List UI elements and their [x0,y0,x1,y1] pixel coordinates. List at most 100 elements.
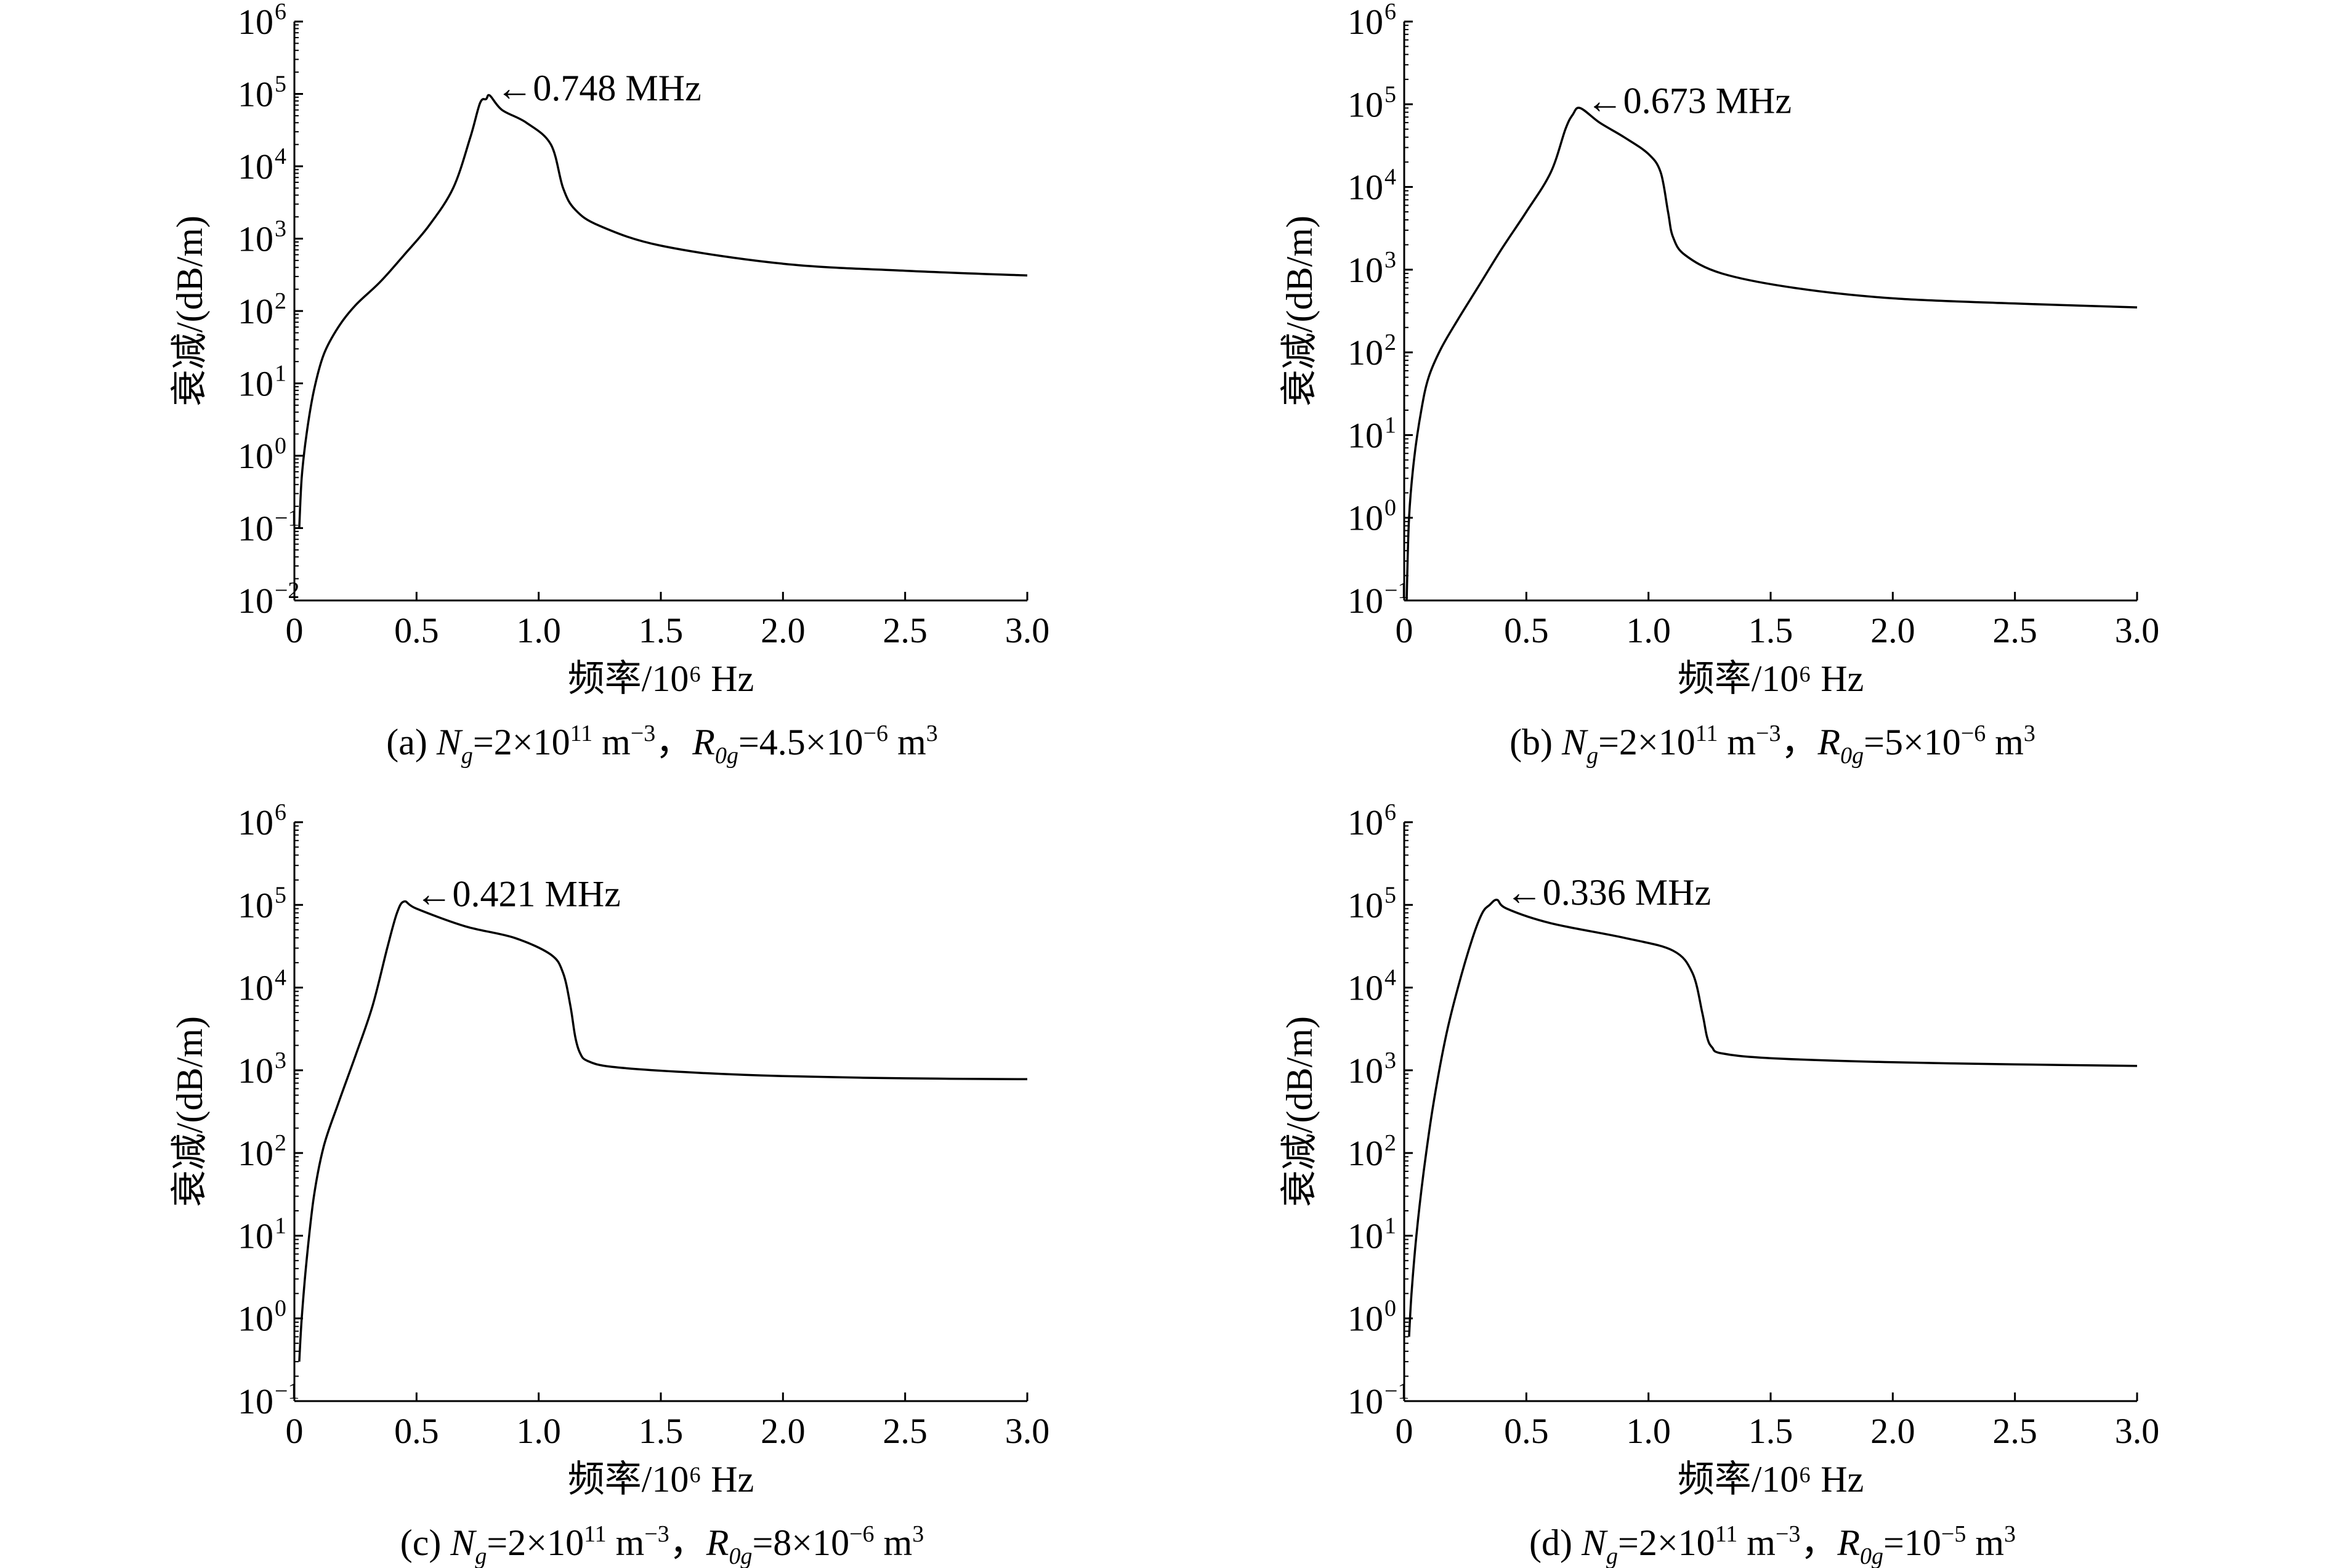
caption-part-exp2: −3 [1756,721,1780,746]
y-axis-label: 衰减/(dB/m) [169,216,210,406]
caption-part-eq2: =4.5×10 [738,722,863,762]
y-tick-exponent: −1 [1384,1378,1409,1404]
caption-part-exp2: −3 [631,721,655,746]
caption-part-u1: m [1737,1522,1776,1563]
x-tick-label: 0 [1396,610,1413,650]
x-tick-label: 0 [286,610,304,650]
x-tick-label: 1.0 [516,1411,561,1451]
y-tick-exponent: 4 [1384,965,1396,991]
x-tick-label: 2.5 [883,1411,928,1451]
caption-part-exp1: 11 [584,1521,607,1547]
caption-part-u1: m [607,1522,645,1563]
y-tick-label: 10 [238,581,273,621]
panel-caption: (d) Ng=2×1011 m−3，R0g=10−5 m3 [1529,1521,2016,1568]
x-tick-label: 0 [1396,1411,1413,1451]
x-axis-label: 频率/10⁶ Hz [1678,658,1864,699]
panel-caption: (a) Ng=2×1011 m−3，R0g=4.5×10−6 m3 [386,721,937,769]
x-tick-label: 1.0 [1626,1411,1671,1451]
y-tick-exponent: 3 [275,216,286,242]
y-tick-exponent: 2 [275,288,286,314]
x-axis-label: 频率/10⁶ Hz [568,1459,754,1500]
y-tick-exponent: 4 [1384,164,1396,190]
y-tick-label: 10 [1348,168,1383,208]
x-tick-label: 1.0 [516,610,561,650]
caption-part-sep: ， [1800,1522,1837,1563]
y-tick-exponent: 3 [275,1048,286,1073]
y-tick-label: 10 [1348,802,1383,843]
y-tick-label: 10 [238,802,273,843]
caption-part-eq2: =5×10 [1864,722,1961,762]
caption-part-exp1: 11 [570,721,593,746]
y-tick-label: 10 [1348,885,1383,925]
caption-part-exp3: −6 [863,721,888,746]
x-tick-label: 0.5 [1504,610,1549,650]
caption-part-Nsub: g [1606,1543,1618,1568]
x-tick-label: 1.5 [639,1411,684,1451]
peak-annotation: ←0.748 MHz [496,68,701,108]
y-tick-exponent: −1 [1384,578,1409,604]
caption-part-eq1: =2×10 [473,722,570,762]
caption-part-Rsub: 0g [729,1543,752,1568]
y-tick-exponent: 6 [275,0,286,25]
caption-part-Rsub: 0g [1840,743,1864,769]
caption-part-N: N [1581,1522,1608,1563]
caption-part-Nsub: g [1586,743,1598,769]
caption-part-R: R [1837,1522,1860,1563]
y-tick-exponent: 2 [275,1130,286,1156]
caption-part-label: (a) [386,722,437,762]
caption-part-u1: m [1718,722,1756,762]
y-tick-label: 10 [238,291,273,331]
caption-part-u2: m [1986,722,2024,762]
caption-part-exp1: 11 [1715,1521,1738,1547]
y-tick-label: 10 [238,219,273,259]
y-tick-label: 10 [1348,84,1383,124]
caption-part-exp2: −3 [644,1521,669,1547]
caption-part-exp3: −5 [1941,1521,1966,1547]
y-tick-label: 10 [1348,250,1383,290]
y-tick-label: 10 [1348,498,1383,538]
caption-part-exp4: 3 [2004,1521,2016,1547]
y-tick-label: 10 [238,885,273,925]
y-tick-exponent: 3 [1384,1048,1396,1073]
caption-part-label: (d) [1529,1522,1582,1563]
x-tick-label: 1.5 [1748,610,1793,650]
x-tick-label: 2.0 [761,1411,806,1451]
x-tick-label: 2.0 [1870,610,1915,650]
y-tick-exponent: 1 [275,361,286,387]
y-tick-exponent: 5 [1384,882,1396,908]
y-tick-exponent: 1 [1384,1213,1396,1239]
caption-part-N: N [450,1522,477,1563]
peak-annotation: ←0.421 MHz [416,874,621,915]
x-tick-label: 1.5 [1748,1411,1793,1451]
y-tick-exponent: −2 [275,578,299,604]
chart-panel-a: 0 0.5 1.0 1.5 2.0 2.5 3.010 −210 −110 010 110 210 31… [169,0,1049,769]
y-tick-label: 10 [1348,415,1383,455]
caption-part-label: (b) [1510,722,1562,762]
y-tick-label: 10 [238,509,273,549]
caption-part-sep: ， [1780,722,1817,762]
x-axis-label: 频率/10⁶ Hz [568,658,754,699]
y-tick-exponent: 1 [1384,412,1396,438]
y-tick-exponent: 0 [1384,495,1396,521]
y-tick-exponent: −1 [275,506,299,531]
y-tick-exponent: 5 [275,882,286,908]
panel-caption: (b) Ng=2×1011 m−3，R0g=5×10−6 m3 [1510,721,2035,769]
y-tick-label: 10 [238,147,273,187]
y-axis-label: 衰减/(dB/m) [169,1016,210,1207]
series-line [298,94,1028,528]
y-tick-label: 10 [238,436,273,476]
caption-part-N: N [436,722,463,762]
caption-part-R: R [706,1522,729,1563]
series-line [1405,107,2138,601]
caption-part-N: N [1561,722,1588,762]
x-tick-label: 3.0 [2115,1411,2160,1451]
y-tick-exponent: 6 [275,799,286,825]
y-tick-label: 10 [1348,1299,1383,1339]
y-tick-exponent: 0 [275,433,286,459]
peak-annotation: ←0.673 MHz [1586,80,1792,121]
x-axis-label: 频率/10⁶ Hz [1678,1459,1864,1500]
series-line [298,900,1028,1362]
caption-part-label: (c) [400,1522,451,1563]
x-tick-label: 1.5 [639,610,684,650]
y-tick-label: 10 [238,364,273,404]
